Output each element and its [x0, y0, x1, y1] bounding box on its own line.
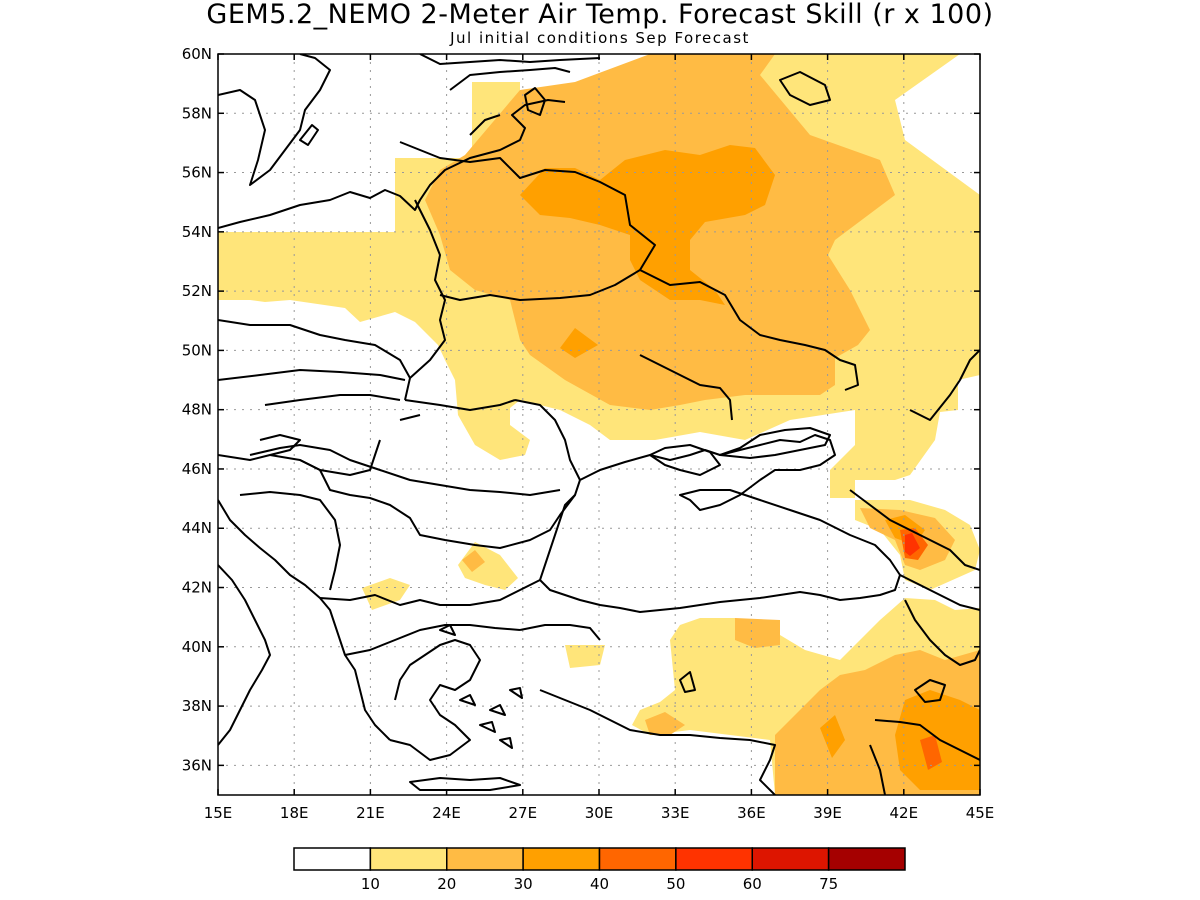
italy-coastline	[218, 564, 271, 746]
lon-tick-label: 33E	[661, 804, 690, 822]
lon-tick-label: 21E	[356, 804, 385, 822]
lat-tick-label: 50N	[182, 341, 212, 359]
legend-swatch	[522, 847, 601, 871]
coastlines-and-borders	[218, 54, 980, 795]
estonia-coastline	[449, 67, 571, 136]
legend-level-label: 75	[819, 875, 838, 893]
border-russia-ukraine	[639, 269, 859, 391]
lat-tick-label: 44N	[182, 519, 212, 537]
greece-coastline	[389, 639, 481, 761]
skill-region-50-60	[905, 533, 920, 556]
color-legend: 10 20 30 40 50 60 75	[293, 847, 906, 893]
lat-axis: 36N 38N 40N 42N 44N 46N 48N 50N 52N 54N 56N 58N 60N	[182, 45, 980, 774]
border-romania	[269, 399, 516, 476]
turkey-east-border	[869, 574, 980, 795]
aegean-islands	[439, 624, 523, 749]
legend-level-label: 50	[666, 875, 685, 893]
lat-tick-label: 54N	[182, 223, 212, 241]
lon-tick-label: 42E	[890, 804, 919, 822]
lat-tick-label: 36N	[182, 756, 212, 774]
legend-swatch	[675, 847, 753, 871]
lon-axis: 15E 18E 21E 24E 27E 30E 33E 36E 39E 42E 45E	[204, 54, 995, 822]
lat-tick-label: 58N	[182, 104, 212, 122]
baltic-coastline	[218, 99, 566, 229]
lon-tick-label: 45E	[966, 804, 995, 822]
danube-river	[249, 444, 561, 496]
lon-tick-label: 24E	[432, 804, 461, 822]
legend-swatch	[293, 847, 372, 871]
sweden-coastline	[218, 54, 331, 186]
dnieper-river	[639, 354, 733, 421]
caspian-coast	[909, 349, 980, 421]
border-lithuania-belarus	[399, 141, 656, 301]
lake-onega	[779, 71, 831, 106]
chart-subtitle: Jul initial conditions Sep Forecast	[450, 29, 750, 47]
legend-level-label: 60	[743, 875, 762, 893]
lat-tick-label: 56N	[182, 164, 212, 182]
lon-tick-label: 15E	[204, 804, 233, 822]
azov-sea	[719, 427, 831, 459]
lat-tick-label: 48N	[182, 401, 212, 419]
skill-region-30-40-north	[520, 145, 775, 305]
turkey-coastline	[519, 624, 776, 795]
adriatic-coastline	[218, 499, 391, 741]
skill-field	[218, 54, 980, 795]
lake-van	[914, 679, 946, 703]
legend-level-label: 20	[437, 875, 456, 893]
lat-tick-label: 46N	[182, 460, 212, 478]
black-sea-coastline	[539, 434, 901, 613]
legend-swatch	[446, 847, 524, 871]
border-hungary-serbia	[299, 459, 576, 549]
lat-tick-label: 40N	[182, 638, 212, 656]
lon-tick-label: 27E	[509, 804, 538, 822]
skill-region-30-40-small	[560, 328, 980, 790]
lon-tick-label: 30E	[585, 804, 614, 822]
lat-tick-label: 60N	[182, 45, 212, 63]
lake-tuz	[679, 671, 696, 693]
crimea	[649, 444, 721, 476]
legend-swatch	[598, 847, 677, 871]
balkan-borders	[239, 491, 541, 656]
skill-region-40-50	[900, 528, 942, 770]
gotland-island	[299, 124, 319, 146]
finland-coastline	[419, 54, 601, 65]
skill-region-20-30-south	[462, 508, 980, 795]
chart-title: GEM5.2_NEMO 2-Meter Air Temp. Forecast S…	[206, 0, 994, 30]
legend-swatch	[369, 847, 448, 871]
lon-tick-label: 18E	[280, 804, 309, 822]
lat-tick-label: 52N	[182, 282, 212, 300]
lon-tick-label: 39E	[813, 804, 842, 822]
legend-level-label: 40	[590, 875, 609, 893]
lon-tick-label: 36E	[737, 804, 766, 822]
crete-island	[409, 777, 521, 791]
caucasus-borders	[849, 489, 980, 571]
legend-swatch	[827, 847, 906, 871]
lake-peipus	[524, 87, 546, 116]
lat-tick-label: 42N	[182, 579, 212, 597]
border-ukraine-moldova	[514, 399, 581, 481]
map-grid	[218, 54, 980, 795]
legend-swatch	[751, 847, 830, 871]
border-poland-east	[404, 199, 446, 401]
legend-level-label: 30	[514, 875, 533, 893]
legend-level-label: 10	[361, 875, 380, 893]
border-central-europe	[218, 319, 411, 461]
lat-tick-label: 38N	[182, 697, 212, 715]
